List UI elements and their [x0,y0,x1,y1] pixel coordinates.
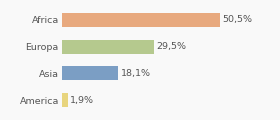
Bar [62,66,118,80]
Bar [62,40,154,54]
Text: 29,5%: 29,5% [157,42,186,51]
Text: 18,1%: 18,1% [121,69,151,78]
Text: 1,9%: 1,9% [70,96,94,105]
Bar [62,13,220,27]
Bar [62,93,67,107]
Text: 50,5%: 50,5% [222,15,252,24]
